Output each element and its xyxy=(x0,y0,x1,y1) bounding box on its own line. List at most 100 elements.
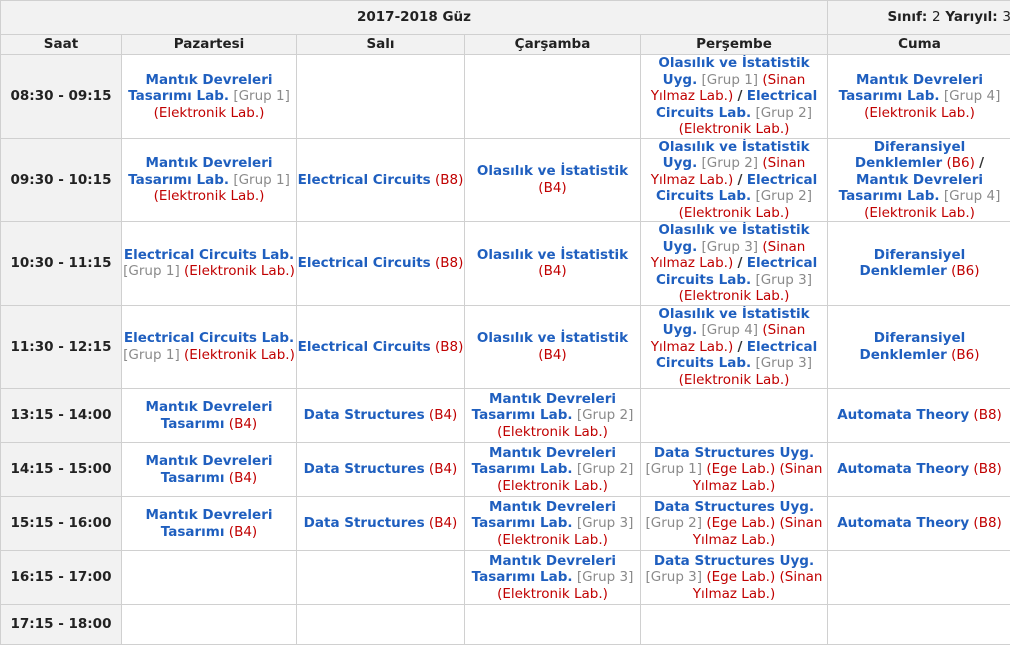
course-group: [Grup 4] xyxy=(702,322,759,338)
course-entry: Olasılık ve İstatistik (B4) xyxy=(477,247,628,280)
course-entry: Electrical Circuits (B8) xyxy=(298,339,464,355)
course-entry: Olasılık ve İstatistik (B4) xyxy=(477,330,628,363)
course-room: (B4) xyxy=(429,407,457,423)
cell-thursday: Olasılık ve İstatistik Uyg. [Grup 3] (Si… xyxy=(641,222,828,306)
course-entry: Mantık Devreleri Tasarımı Lab. [Grup 3] … xyxy=(472,553,634,602)
course-entry: Mantık Devreleri Tasarımı (B4) xyxy=(146,399,273,432)
cell-monday: Mantık Devreleri Tasarımı (B4) xyxy=(122,443,297,497)
course-room: (B8) xyxy=(973,407,1001,423)
course-room: (Elektronik Lab.) xyxy=(154,105,265,121)
course-room: (B8) xyxy=(973,515,1001,531)
course-entry: Mantık Devreleri Tasarımı Lab. [Grup 4] … xyxy=(839,72,1001,121)
cell-friday: Diferansiyel Denklemler (B6) / Mantık De… xyxy=(828,138,1010,222)
course-entry: Data Structures Uyg. [Grup 1] (Ege Lab.)… xyxy=(645,445,822,494)
course-room: (B4) xyxy=(538,180,566,196)
cell-wednesday xyxy=(465,605,641,645)
course-entry: Electrical Circuits Lab. [Grup 1] (Elekt… xyxy=(123,247,295,280)
course-entry: Automata Theory (B8) xyxy=(837,515,1002,531)
time-slot: 13:15 - 14:00 xyxy=(1,389,122,443)
col-header-tuesday: Salı xyxy=(297,35,465,55)
cell-friday: Mantık Devreleri Tasarımı Lab. [Grup 4] … xyxy=(828,55,1010,139)
course-name-link[interactable]: Automata Theory xyxy=(837,407,969,423)
course-room: (B6) xyxy=(946,155,974,171)
course-group: [Grup 3] xyxy=(577,515,634,531)
cell-tuesday: Data Structures (B4) xyxy=(297,443,465,497)
course-entry: Olasılık ve İstatistik (B4) xyxy=(477,163,628,196)
cell-monday: Mantık Devreleri Tasarımı Lab. [Grup 1] … xyxy=(122,138,297,222)
course-entry: Electrical Circuits (B8) xyxy=(298,255,464,271)
course-entry: Electrical Circuits Lab. [Grup 1] (Elekt… xyxy=(123,330,295,363)
course-room: (B8) xyxy=(973,461,1001,477)
course-name-link[interactable]: Electrical Circuits Lab. xyxy=(124,247,294,263)
course-room: (Elektronik Lab.) xyxy=(184,347,295,363)
course-name-link[interactable]: Olasılık ve İstatistik xyxy=(477,163,628,179)
course-name-link[interactable]: Diferansiyel Denklemler xyxy=(860,330,966,363)
course-name-link[interactable]: Data Structures xyxy=(304,407,425,423)
course-name-link[interactable]: Data Structures Uyg. xyxy=(654,445,814,461)
time-slot: 15:15 - 16:00 xyxy=(1,497,122,551)
course-group: [Grup 3] xyxy=(755,355,812,371)
course-name-link[interactable]: Olasılık ve İstatistik xyxy=(477,330,628,346)
course-name-link[interactable]: Electrical Circuits xyxy=(298,339,431,355)
semester-label: Yarıyıl: xyxy=(945,9,997,25)
course-name-link[interactable]: Electrical Circuits Lab. xyxy=(124,330,294,346)
col-header-thursday: Perşembe xyxy=(641,35,828,55)
course-room: (Elektronik Lab.) xyxy=(184,263,295,279)
course-group: [Grup 2] xyxy=(577,407,634,423)
cell-wednesday: Olasılık ve İstatistik (B4) xyxy=(465,138,641,222)
schedule-row: 15:15 - 16:00 Mantık Devreleri Tasarımı (… xyxy=(1,497,1010,551)
course-name-link[interactable]: Automata Theory xyxy=(837,461,969,477)
course-room: (Elektronik Lab.) xyxy=(497,478,608,494)
cell-friday: Automata Theory (B8) xyxy=(828,443,1010,497)
cell-tuesday: Electrical Circuits (B8) xyxy=(297,138,465,222)
course-room: (Elektronik Lab.) xyxy=(679,205,790,221)
cell-wednesday: Mantık Devreleri Tasarımı Lab. [Grup 3] … xyxy=(465,551,641,605)
time-slot: 14:15 - 15:00 xyxy=(1,443,122,497)
course-room: (Elektronik Lab.) xyxy=(679,288,790,304)
course-group: [Grup 2] xyxy=(702,155,759,171)
entry-separator: / xyxy=(979,155,984,171)
course-room: (B4) xyxy=(229,524,257,540)
course-group: [Grup 4] xyxy=(944,188,1001,204)
course-room: (Elektronik Lab.) xyxy=(154,188,265,204)
course-entry: Mantık Devreleri Tasarımı (B4) xyxy=(146,507,273,540)
entry-separator: / xyxy=(738,172,743,188)
cell-friday: Diferansiyel Denklemler (B6) xyxy=(828,305,1010,389)
course-group: [Grup 3] xyxy=(702,239,759,255)
entry-separator: / xyxy=(738,88,743,104)
course-name-link[interactable]: Data Structures Uyg. xyxy=(654,499,814,515)
course-room: (B4) xyxy=(538,347,566,363)
course-group: [Grup 3] xyxy=(645,569,702,585)
entry-separator: / xyxy=(738,255,743,271)
course-name-link[interactable]: Olasılık ve İstatistik xyxy=(477,247,628,263)
time-slot: 11:30 - 12:15 xyxy=(1,305,122,389)
course-room: (Ege Lab.) (Sinan Yılmaz Lab.) xyxy=(693,461,823,494)
class-value: 2 xyxy=(932,9,941,25)
term-title-text: 2017-2018 Güz xyxy=(357,9,471,25)
course-room: (Elektronik Lab.) xyxy=(497,586,608,602)
time-slot: 16:15 - 17:00 xyxy=(1,551,122,605)
course-group: [Grup 2] xyxy=(645,515,702,531)
cell-friday xyxy=(828,605,1010,645)
course-name-link[interactable]: Electrical Circuits xyxy=(298,255,431,271)
schedule-row: 16:15 - 17:00 Mantık Devreleri Tasarımı L… xyxy=(1,551,1010,605)
cell-thursday: Olasılık ve İstatistik Uyg. [Grup 1] (Si… xyxy=(641,55,828,139)
col-header-wednesday: Çarşamba xyxy=(465,35,641,55)
course-entry: Mantık Devreleri Tasarımı Lab. [Grup 2] … xyxy=(472,391,634,440)
course-room: (B8) xyxy=(435,255,463,271)
course-name-link[interactable]: Data Structures xyxy=(304,515,425,531)
course-name-link[interactable]: Data Structures Uyg. xyxy=(654,553,814,569)
course-name-link[interactable]: Automata Theory xyxy=(837,515,969,531)
course-room: (Ege Lab.) (Sinan Yılmaz Lab.) xyxy=(693,515,823,548)
cell-tuesday xyxy=(297,55,465,139)
course-name-link[interactable]: Diferansiyel Denklemler xyxy=(860,247,966,280)
course-entry: Automata Theory (B8) xyxy=(837,461,1002,477)
course-name-link[interactable]: Electrical Circuits xyxy=(298,172,431,188)
course-name-link[interactable]: Data Structures xyxy=(304,461,425,477)
course-group: [Grup 1] xyxy=(645,461,702,477)
cell-friday: Automata Theory (B8) xyxy=(828,497,1010,551)
